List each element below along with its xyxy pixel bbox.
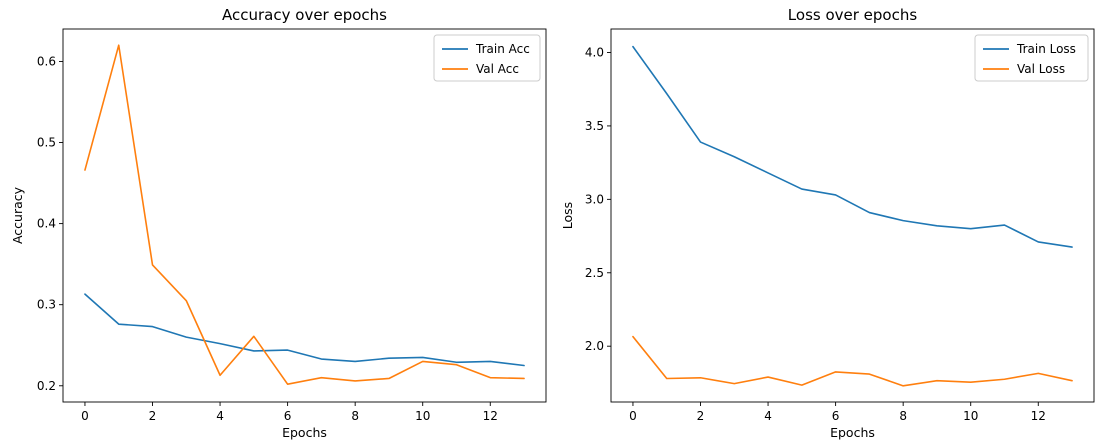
chart-title: Loss over epochs [788, 6, 918, 24]
x-tick-label: 10 [415, 409, 430, 423]
y-axis-label: Accuracy [10, 186, 25, 244]
axes-frame [62, 28, 547, 403]
y-tick-label: 0.3 [37, 298, 56, 312]
y-tick-label: 3.0 [585, 192, 604, 206]
y-tick-label: 3.5 [585, 119, 604, 133]
series-line-train-acc [84, 293, 525, 367]
series-line-val-loss [632, 335, 1073, 387]
y-tick-label: 0.6 [37, 54, 56, 68]
legend: Train Loss Val Loss [974, 34, 1089, 82]
y-tick-label: 4.0 [585, 45, 604, 59]
y-tick-label: 0.4 [37, 217, 56, 231]
chart-panel-0: Accuracy over epochs 0 2 4 6 8 10 12 0.2 0.3 0.4 0.… [10, 6, 547, 440]
legend: Train Acc Val Acc [433, 34, 541, 82]
x-tick-label: 4 [764, 409, 772, 423]
axes-frame [610, 28, 1095, 403]
x-tick-label: 6 [832, 409, 840, 423]
legend-label: Val Acc [476, 62, 519, 76]
chart-title: Accuracy over epochs [222, 6, 387, 24]
x-axis-label: Epochs [282, 425, 327, 440]
x-tick-label: 0 [81, 409, 89, 423]
legend-label: Train Acc [475, 42, 530, 56]
series-line-val-acc [84, 44, 525, 385]
chart-panel-1: Loss over epochs 0 2 4 6 8 10 12 2.0 2.5 3.0 3.5 4.0… [560, 6, 1095, 440]
x-tick-label: 8 [351, 409, 359, 423]
x-tick-label: 12 [483, 409, 498, 423]
y-tick-label: 2.5 [585, 266, 604, 280]
x-tick-label: 2 [697, 409, 705, 423]
series-line-train-loss [632, 45, 1073, 248]
x-tick-label: 12 [1031, 409, 1046, 423]
y-tick-label: 0.5 [37, 136, 56, 150]
x-tick-label: 0 [629, 409, 637, 423]
x-tick-label: 8 [899, 409, 907, 423]
x-tick-label: 4 [216, 409, 224, 423]
legend-label: Train Loss [1016, 42, 1076, 56]
y-axis-label: Loss [560, 202, 575, 229]
x-axis-label: Epochs [830, 425, 875, 440]
x-tick-label: 6 [284, 409, 292, 423]
y-tick-label: 0.2 [37, 379, 56, 393]
legend-label: Val Loss [1017, 62, 1065, 76]
y-tick-label: 2.0 [585, 339, 604, 353]
x-tick-label: 10 [963, 409, 978, 423]
x-tick-label: 2 [149, 409, 157, 423]
